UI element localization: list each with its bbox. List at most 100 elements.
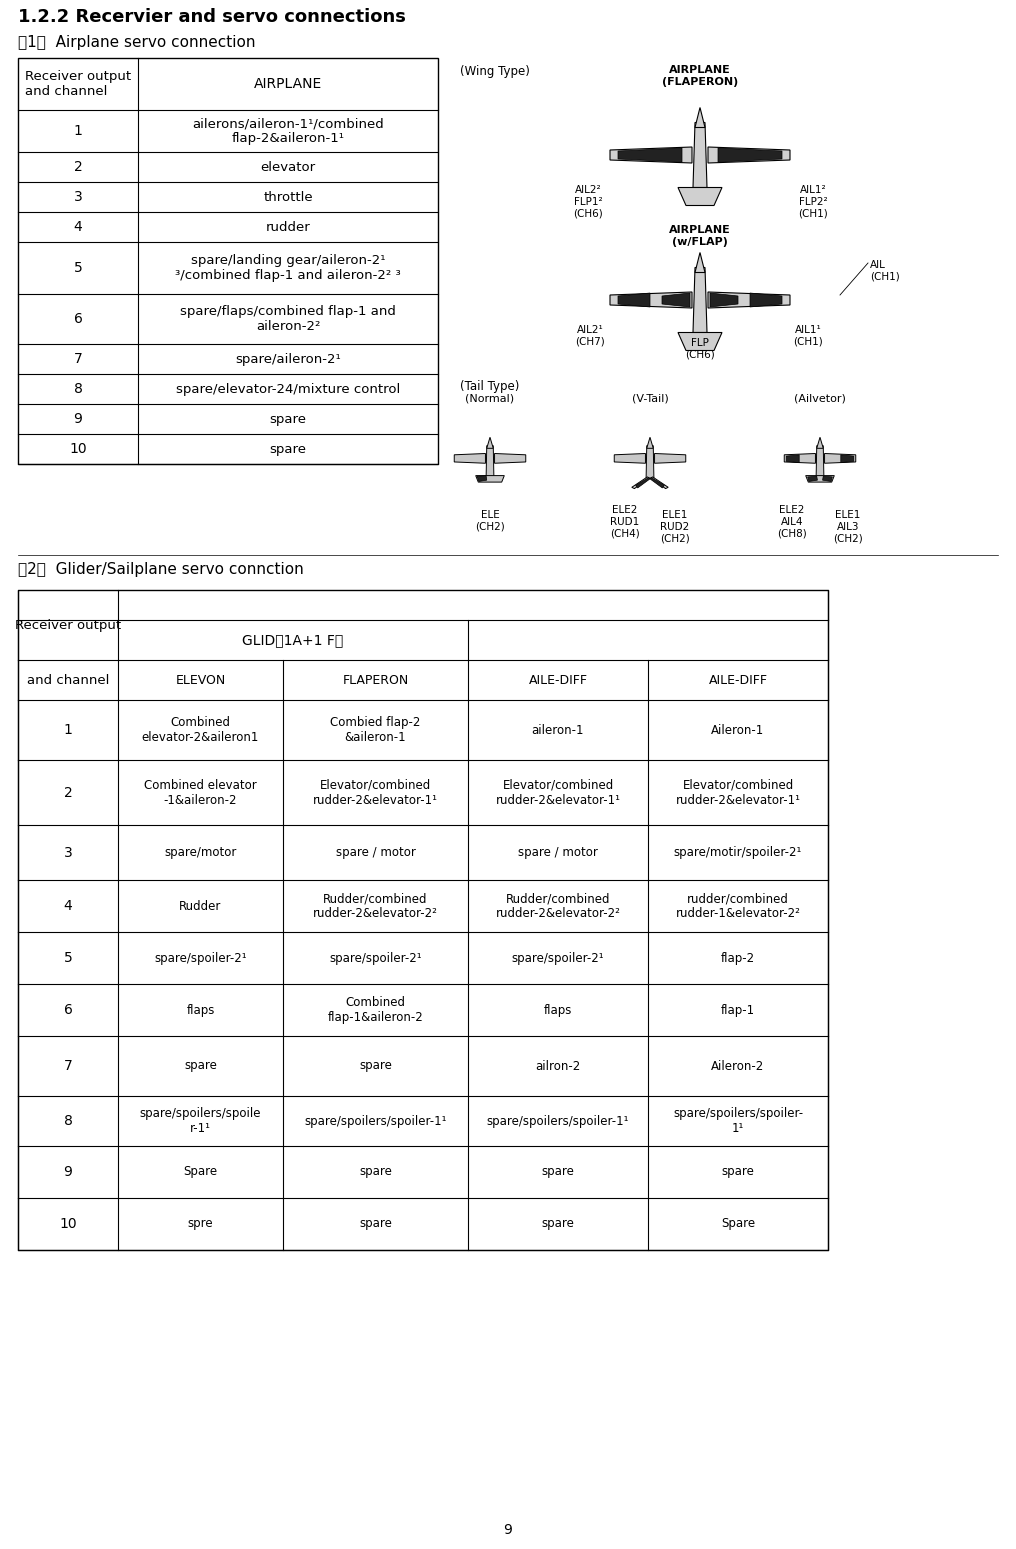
Text: ELE2
RUD1
(CH4): ELE2 RUD1 (CH4) <box>611 505 640 538</box>
Text: spare/spoilers/spoiler-
1¹: spare/spoilers/spoiler- 1¹ <box>673 1108 803 1135</box>
Polygon shape <box>708 293 790 308</box>
Text: ELE2
AIL4
(CH8): ELE2 AIL4 (CH8) <box>777 505 807 538</box>
Polygon shape <box>693 122 707 187</box>
Text: Rudder/combined
rudder-2&elevator-2²: Rudder/combined rudder-2&elevator-2² <box>496 892 621 920</box>
Polygon shape <box>823 476 832 482</box>
Text: rudder: rudder <box>265 220 310 234</box>
Text: spre: spre <box>188 1218 213 1230</box>
Text: spare/aileron-2¹: spare/aileron-2¹ <box>235 353 341 366</box>
Polygon shape <box>636 477 650 488</box>
Text: ELEVON: ELEVON <box>176 674 226 686</box>
Text: spare/spoiler-2¹: spare/spoiler-2¹ <box>512 951 605 965</box>
Text: 4: 4 <box>64 898 72 912</box>
Text: spare/elevator-24/mixture control: spare/elevator-24/mixture control <box>176 383 400 395</box>
Text: AIRPLANE
(w/FLAP): AIRPLANE (w/FLAP) <box>670 225 731 246</box>
Text: flaps: flaps <box>186 1004 214 1016</box>
Text: spare/motor: spare/motor <box>165 846 237 860</box>
Polygon shape <box>647 437 653 448</box>
Polygon shape <box>695 252 705 273</box>
Text: spare/spoilers/spoiler-1¹: spare/spoilers/spoiler-1¹ <box>487 1114 629 1128</box>
Polygon shape <box>454 454 486 463</box>
Polygon shape <box>610 147 692 163</box>
Polygon shape <box>784 454 816 463</box>
Text: Elevator/combined
rudder-2&elevator-1¹: Elevator/combined rudder-2&elevator-1¹ <box>676 779 801 807</box>
Text: spare: spare <box>359 1060 392 1072</box>
Text: AIL1¹
(CH1): AIL1¹ (CH1) <box>793 325 823 347</box>
Text: AIL1²
FLP2²
(CH1): AIL1² FLP2² (CH1) <box>799 184 828 218</box>
Text: Rudder: Rudder <box>179 900 221 912</box>
Text: 1: 1 <box>64 723 72 737</box>
Text: spare: spare <box>721 1165 755 1179</box>
Text: AILE-DIFF: AILE-DIFF <box>708 674 767 686</box>
Polygon shape <box>495 454 525 463</box>
Text: spare/flaps/combined flap-1 and
aileron-2²: spare/flaps/combined flap-1 and aileron-… <box>180 305 396 333</box>
Text: (Normal): (Normal) <box>465 393 514 403</box>
Text: Combined
flap-1&aileron-2: Combined flap-1&aileron-2 <box>327 996 424 1024</box>
Polygon shape <box>816 446 824 479</box>
Text: 10: 10 <box>59 1218 77 1231</box>
Text: 1.2.2 Recervier and servo connections: 1.2.2 Recervier and servo connections <box>18 8 405 26</box>
Text: ailron-2: ailron-2 <box>535 1060 580 1072</box>
Text: 2: 2 <box>73 160 82 173</box>
Text: spare: spare <box>542 1165 574 1179</box>
Polygon shape <box>650 477 664 488</box>
Text: spare: spare <box>542 1218 574 1230</box>
Polygon shape <box>841 455 853 463</box>
Text: AIL2¹
(CH7): AIL2¹ (CH7) <box>575 325 605 347</box>
Text: ELE1
AIL3
(CH2): ELE1 AIL3 (CH2) <box>833 510 863 544</box>
Text: 7: 7 <box>73 352 82 366</box>
Bar <box>18 57 438 465</box>
Text: 9: 9 <box>504 1523 512 1537</box>
Polygon shape <box>750 293 782 307</box>
Text: 10: 10 <box>69 441 86 455</box>
Text: spare/spoilers/spoiler-1¹: spare/spoilers/spoiler-1¹ <box>304 1114 447 1128</box>
Text: AILE-DIFF: AILE-DIFF <box>528 674 587 686</box>
Text: ELE
(CH2): ELE (CH2) <box>475 510 505 531</box>
Text: Receiver output
and channel: Receiver output and channel <box>25 70 131 98</box>
Bar <box>18 590 828 1250</box>
Text: (V-Tail): (V-Tail) <box>632 393 669 403</box>
Polygon shape <box>618 149 682 163</box>
Text: aileron-1: aileron-1 <box>531 723 584 736</box>
Text: 1: 1 <box>73 124 82 138</box>
Polygon shape <box>808 476 818 482</box>
Text: AIRPLANE
(FLAPERON): AIRPLANE (FLAPERON) <box>661 65 739 87</box>
Text: spare: spare <box>359 1165 392 1179</box>
Text: flaps: flaps <box>544 1004 572 1016</box>
Text: （1）  Airplane servo connection: （1） Airplane servo connection <box>18 36 255 50</box>
Polygon shape <box>678 187 722 206</box>
Polygon shape <box>718 149 782 163</box>
Polygon shape <box>654 454 686 463</box>
Text: Combined elevator
-1&aileron-2: Combined elevator -1&aileron-2 <box>144 779 257 807</box>
Text: Combined
elevator-2&aileron1: Combined elevator-2&aileron1 <box>142 716 259 744</box>
Text: flap-1: flap-1 <box>721 1004 755 1016</box>
Text: Aileron-2: Aileron-2 <box>711 1060 765 1072</box>
Text: 5: 5 <box>64 951 72 965</box>
Text: 5: 5 <box>73 260 82 276</box>
Text: spare / motor: spare / motor <box>518 846 598 860</box>
Text: spare: spare <box>269 443 307 455</box>
Polygon shape <box>825 454 855 463</box>
Text: 8: 8 <box>64 1114 72 1128</box>
Text: 3: 3 <box>64 846 72 860</box>
Text: AIRPLANE: AIRPLANE <box>254 77 322 91</box>
Polygon shape <box>475 476 504 482</box>
Polygon shape <box>693 268 707 333</box>
Text: Combied flap-2
&aileron-1: Combied flap-2 &aileron-1 <box>330 716 421 744</box>
Text: (Wing Type): (Wing Type) <box>460 65 530 77</box>
Polygon shape <box>487 437 493 448</box>
Text: spare / motor: spare / motor <box>335 846 416 860</box>
Polygon shape <box>786 455 800 463</box>
Polygon shape <box>650 477 669 488</box>
Polygon shape <box>708 147 790 163</box>
Text: 7: 7 <box>64 1060 72 1073</box>
Polygon shape <box>477 476 487 482</box>
Text: 2: 2 <box>64 785 72 799</box>
Text: （2）  Glider/Sailplane servo connction: （2） Glider/Sailplane servo connction <box>18 562 304 576</box>
Text: 8: 8 <box>73 383 82 397</box>
Polygon shape <box>618 293 650 307</box>
Text: flap-2: flap-2 <box>721 951 755 965</box>
Polygon shape <box>615 454 645 463</box>
Text: spare/motir/spoiler-2¹: spare/motir/spoiler-2¹ <box>674 846 803 860</box>
Text: 3: 3 <box>73 191 82 204</box>
